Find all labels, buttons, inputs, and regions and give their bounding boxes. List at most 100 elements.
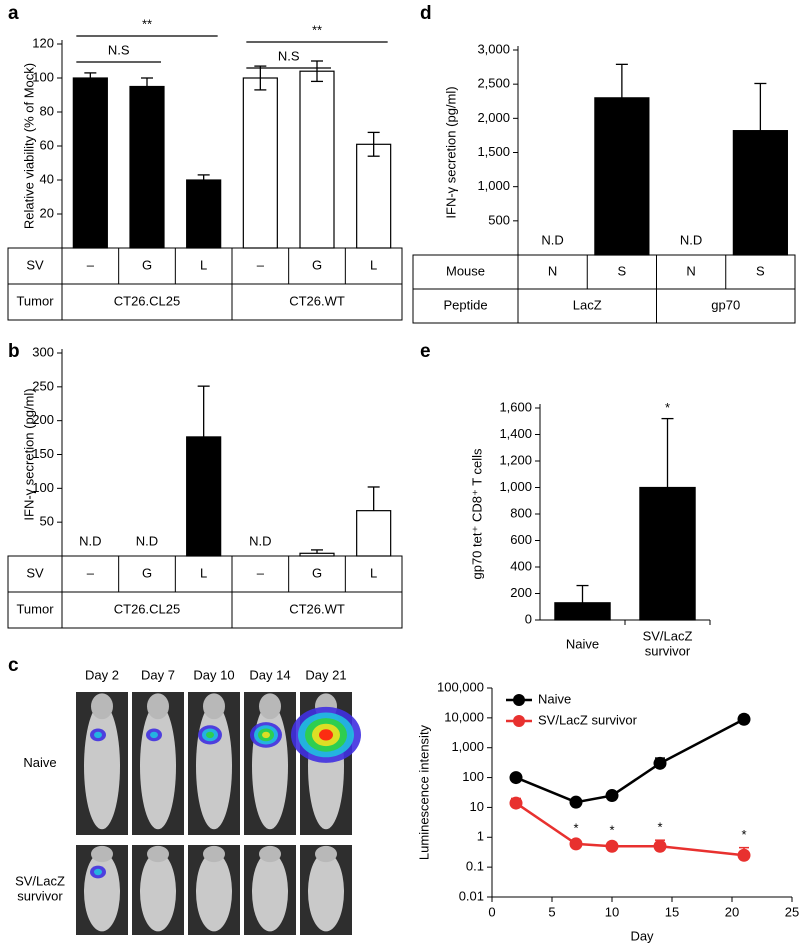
y-tick-label: 400 <box>510 558 532 573</box>
image-column-label: Day 2 <box>85 667 119 682</box>
y-tick-label: 200 <box>32 412 54 427</box>
bar <box>639 486 696 621</box>
mouse-head <box>91 693 113 720</box>
bar <box>242 77 278 249</box>
panel-label: c <box>8 655 19 676</box>
signal <box>94 731 102 739</box>
y-axis-label: Relative viability (% of Mock) <box>21 63 36 229</box>
y-tick-label: 1,500 <box>477 144 510 159</box>
mouse-head <box>259 845 281 863</box>
y-tick-label: 600 <box>510 532 532 547</box>
mouse-body <box>196 703 232 830</box>
legend-marker <box>513 694 525 706</box>
value-label: N.D <box>79 533 101 548</box>
table-cell: – <box>87 565 95 580</box>
table-cell: L <box>370 257 377 272</box>
annotation: * <box>665 400 670 415</box>
y-tick-label: 1,600 <box>499 399 532 414</box>
mouse-body <box>196 852 232 932</box>
table-row-label: Tumor <box>16 293 54 308</box>
mouse-head <box>91 845 113 863</box>
signal <box>150 731 158 739</box>
table-cell: CT26.CL25 <box>114 601 180 616</box>
y-tick-label: 10,000 <box>444 709 484 724</box>
mouse-head <box>259 693 281 720</box>
y-tick-label: 100 <box>32 480 54 495</box>
bar <box>299 70 335 249</box>
x-tick-label: 15 <box>665 904 679 919</box>
y-tick-label: 1,000 <box>477 178 510 193</box>
y-tick-label: 10 <box>470 799 484 814</box>
annotation: ** <box>312 22 322 37</box>
table-row-label: Peptide <box>443 297 487 312</box>
table-cell: – <box>87 257 95 272</box>
y-tick-label: 1,200 <box>499 452 532 467</box>
point <box>509 771 523 785</box>
y-tick-label: 500 <box>488 212 510 227</box>
point <box>569 795 583 809</box>
y-tick-label: 40 <box>40 171 54 186</box>
table-cell: G <box>312 257 322 272</box>
y-axis-label: IFN-γ secretion (pg/ml) <box>21 388 36 520</box>
y-tick-label: 1 <box>477 829 484 844</box>
value-label: N.D <box>541 232 563 247</box>
image-row-label: Naive <box>23 755 56 770</box>
y-tick-label: 0.01 <box>459 888 484 903</box>
table-cell: CT26.WT <box>289 601 345 616</box>
x-tick-label: 25 <box>785 904 799 919</box>
series-line <box>515 718 745 804</box>
y-tick-label: 150 <box>32 446 54 461</box>
y-axis-label: IFN-γ secretion (pg/ml) <box>443 86 458 218</box>
table-cell: – <box>257 565 265 580</box>
table-cell: N <box>548 263 557 278</box>
panel-label: e <box>420 341 431 362</box>
bar <box>129 85 165 249</box>
y-tick-label: 2,000 <box>477 110 510 125</box>
significance: * <box>609 822 614 837</box>
table-cell: CT26.WT <box>289 293 345 308</box>
y-tick-label: 300 <box>32 344 54 359</box>
y-tick-label: 1,000 <box>451 739 484 754</box>
table-row-label: SV <box>26 257 44 272</box>
signal <box>206 731 214 739</box>
annotation: ** <box>142 16 152 31</box>
legend-label: SV/LacZ survivor <box>538 712 638 727</box>
y-tick-label: 1,400 <box>499 426 532 441</box>
point <box>605 789 619 803</box>
mouse-body <box>84 852 120 932</box>
bar <box>356 143 392 249</box>
x-tick-label: SV/LacZ survivor <box>643 629 693 659</box>
table-cell: G <box>312 565 322 580</box>
table-cell: G <box>142 257 152 272</box>
mouse-head <box>203 693 225 720</box>
bar <box>732 130 788 256</box>
signal <box>262 731 270 739</box>
x-axis-label: Day <box>630 928 654 943</box>
mouse-head <box>203 845 225 863</box>
mouse-body <box>308 852 344 932</box>
x-tick-label: Naive <box>566 636 599 651</box>
series-line <box>515 802 745 857</box>
y-axis-label: Luminescence intensity <box>416 724 431 860</box>
table-cell: LacZ <box>573 297 602 312</box>
point <box>653 756 667 770</box>
x-tick-label: 5 <box>548 904 555 919</box>
y-tick-label: 100 <box>32 69 54 84</box>
table-cell: S <box>618 263 627 278</box>
mouse-head <box>315 845 337 863</box>
y-tick-label: 120 <box>32 35 54 50</box>
table-row-label: Mouse <box>446 263 485 278</box>
point <box>569 837 583 851</box>
image-column-label: Day 10 <box>193 667 234 682</box>
y-tick-label: 60 <box>40 137 54 152</box>
legend-label: Naive <box>538 691 571 706</box>
y-tick-label: 0.1 <box>466 859 484 874</box>
panel-label: a <box>8 3 19 24</box>
mouse-body <box>140 703 176 830</box>
y-tick-label: 2,500 <box>477 76 510 91</box>
image-column-label: Day 14 <box>249 667 290 682</box>
y-tick-label: 1,000 <box>499 479 532 494</box>
y-tick-label: 20 <box>40 205 54 220</box>
y-tick-label: 50 <box>40 514 54 529</box>
